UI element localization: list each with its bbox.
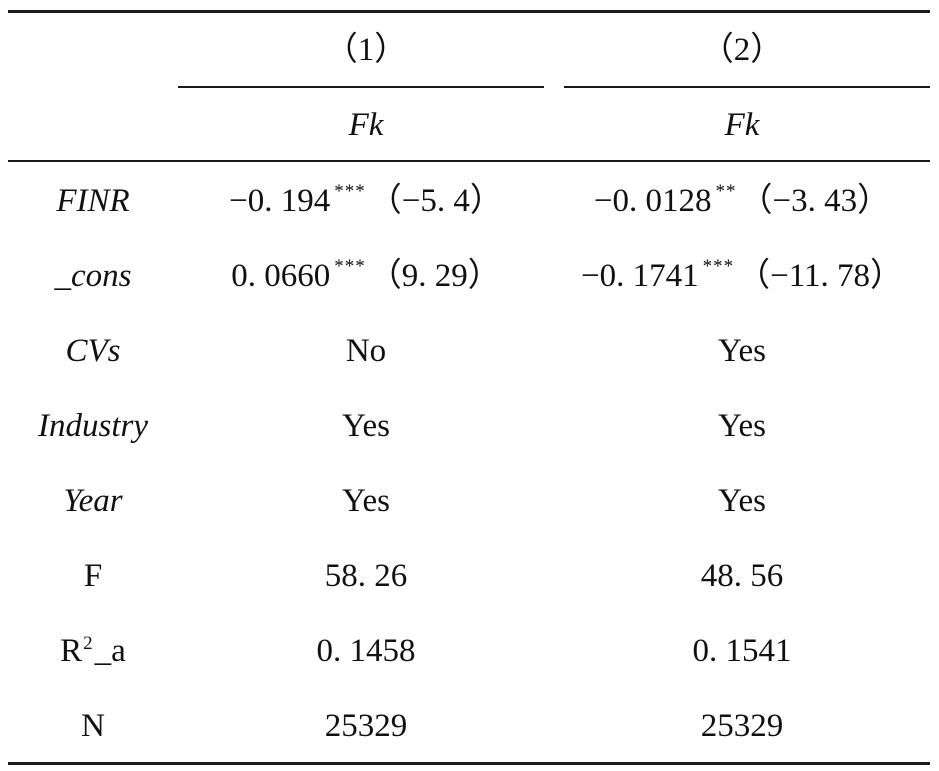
row-label-year: Year [63,483,123,519]
n-col1-value: 25329 [324,708,408,744]
r2a-main: R [60,633,83,669]
row-label-finr: FINR [56,183,130,219]
n-col2-value: 25329 [700,708,784,744]
coefficient: −0. 1741 [580,258,699,294]
col1-number: （1） [324,32,408,68]
top-rule [8,10,930,13]
year-col1-value: Yes [341,483,391,519]
t-statistic: （−11. 78） [737,258,903,294]
row-label-f: F [83,558,103,594]
r2a-superscript: 2 [83,633,94,654]
finr-col1-value: −0. 194 ***（−5. 4） [178,171,554,231]
t-statistic: （−3. 43） [739,183,891,219]
r2a-col2-value: 0. 1541 [692,633,792,669]
mid-rule [8,160,930,162]
cvs-col1-value: No [345,333,387,369]
t-statistic: （−5. 4） [368,183,503,219]
row-label-industry: Industry [38,408,148,444]
significance-stars: *** [334,256,366,277]
year-col2-value: Yes [717,483,767,519]
col2-number: （2） [700,32,784,68]
coefficient: −0. 194 [229,183,331,219]
coefficient: −0. 0128 [593,183,712,219]
r2a-suffix: _a [94,633,126,669]
bottom-rule [8,762,930,765]
row-label-cvs: CVs [65,333,121,369]
industry-col1-value: Yes [341,408,391,444]
col2-dependent-variable: Fk [724,107,760,143]
finr-col2-value: −0. 0128 **（−3. 43） [554,171,930,231]
t-statistic: （9. 29） [368,258,501,294]
cons-col2-value: −0. 1741 ***（−11. 78） [554,246,930,306]
f-col1-value: 58. 26 [324,558,408,594]
f-col2-value: 48. 56 [700,558,784,594]
row-label-r2a: R2_a [8,621,178,681]
coefficient: 0. 0660 [231,258,331,294]
significance-stars: *** [702,256,735,277]
col1-header-rule [178,86,544,88]
industry-col2-value: Yes [717,408,767,444]
cons-col1-value: 0. 0660 ***（9. 29） [178,246,554,306]
significance-stars: ** [715,181,737,202]
cvs-col2-value: Yes [717,333,767,369]
row-label-cons: _cons [54,258,132,294]
r2a-col1-value: 0. 1458 [316,633,416,669]
col1-dependent-variable: Fk [348,107,384,143]
col2-header-rule [564,86,930,88]
row-label-n: N [81,708,105,744]
significance-stars: *** [334,181,366,202]
